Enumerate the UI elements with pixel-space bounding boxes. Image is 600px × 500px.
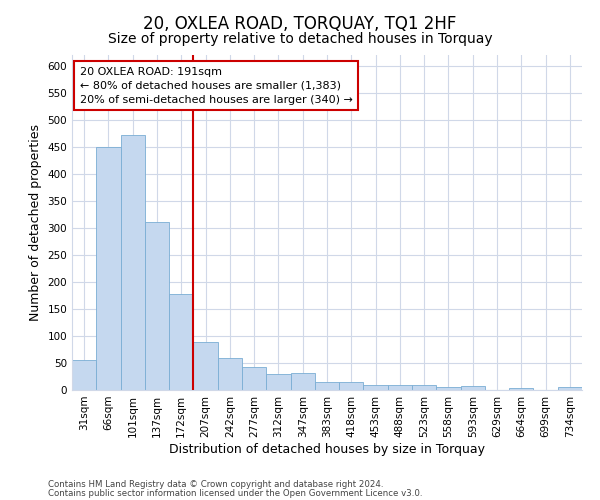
Bar [339, 382, 364, 390]
Bar [145, 222, 169, 390]
Bar [169, 294, 193, 390]
Text: Contains public sector information licensed under the Open Government Licence v3: Contains public sector information licen… [48, 488, 422, 498]
Bar [315, 382, 339, 390]
Y-axis label: Number of detached properties: Number of detached properties [29, 124, 42, 321]
Bar [558, 388, 582, 390]
Bar [242, 367, 266, 390]
Bar [388, 384, 412, 390]
Bar [436, 387, 461, 390]
Bar [412, 384, 436, 390]
X-axis label: Distribution of detached houses by size in Torquay: Distribution of detached houses by size … [169, 442, 485, 456]
Bar [72, 360, 96, 390]
Bar [461, 386, 485, 390]
Bar [121, 135, 145, 390]
Text: 20 OXLEA ROAD: 191sqm
← 80% of detached houses are smaller (1,383)
20% of semi-d: 20 OXLEA ROAD: 191sqm ← 80% of detached … [80, 66, 353, 104]
Bar [364, 384, 388, 390]
Bar [290, 372, 315, 390]
Bar [96, 147, 121, 390]
Bar [509, 388, 533, 390]
Bar [218, 358, 242, 390]
Bar [193, 342, 218, 390]
Text: 20, OXLEA ROAD, TORQUAY, TQ1 2HF: 20, OXLEA ROAD, TORQUAY, TQ1 2HF [143, 15, 457, 33]
Text: Contains HM Land Registry data © Crown copyright and database right 2024.: Contains HM Land Registry data © Crown c… [48, 480, 383, 489]
Text: Size of property relative to detached houses in Torquay: Size of property relative to detached ho… [107, 32, 493, 46]
Bar [266, 374, 290, 390]
